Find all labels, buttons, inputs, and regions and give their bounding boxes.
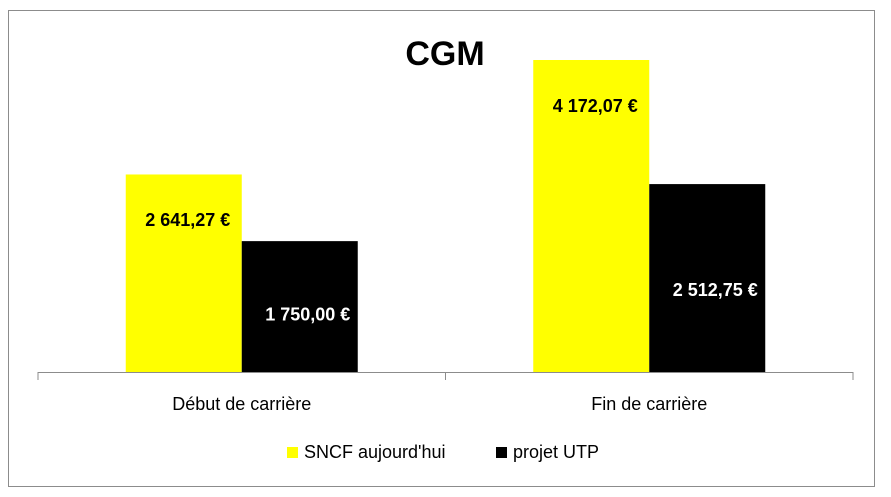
- chart-title: CGM: [405, 35, 484, 73]
- x-tick-label: Fin de carrière: [591, 394, 707, 414]
- bar: [649, 184, 766, 372]
- bar: [125, 174, 242, 372]
- legend-label: projet UTP: [513, 442, 599, 462]
- value-label: 4 172,07 €: [553, 96, 638, 116]
- x-tick-label: Début de carrière: [172, 394, 311, 414]
- value-label: 2 512,75 €: [673, 280, 758, 300]
- bar: [241, 241, 358, 372]
- value-label: 1 750,00 €: [265, 304, 350, 324]
- bar: [533, 60, 650, 372]
- value-label: 2 641,27 €: [145, 210, 230, 230]
- legend-swatch: [496, 447, 507, 458]
- legend-swatch: [287, 447, 298, 458]
- legend-label: SNCF aujourd'hui: [304, 442, 446, 462]
